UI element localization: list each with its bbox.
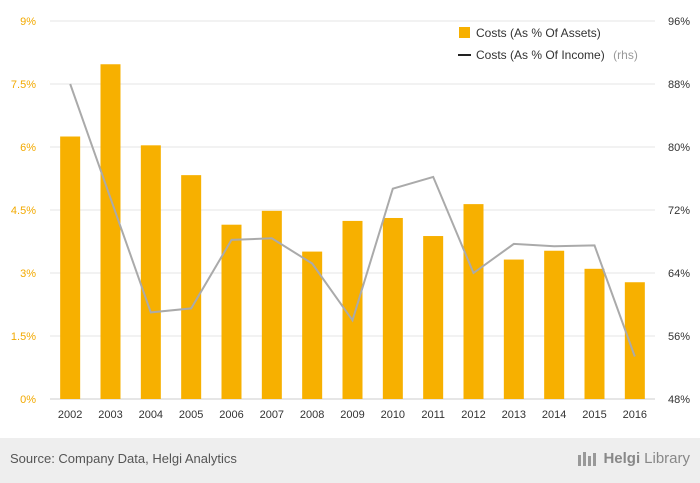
bar-2011: [423, 236, 444, 399]
y-right-tick-label: 56%: [668, 331, 690, 343]
x-tick-label: 2008: [300, 409, 324, 421]
x-tick-label: 2004: [139, 409, 163, 421]
y-left-tick-label: 6%: [20, 142, 36, 154]
legend-line-text: Costs (As % Of Income) (rhs): [476, 46, 638, 63]
bar-2002: [60, 136, 81, 399]
legend-bar-swatch: [459, 27, 470, 38]
y-left-tick-label: 0%: [20, 394, 36, 406]
y-right-tick-label: 96%: [668, 16, 690, 28]
bar-2004: [140, 145, 161, 399]
bar-2003: [100, 64, 121, 399]
x-tick-label: 2016: [623, 409, 647, 421]
x-tick-label: 2005: [179, 409, 203, 421]
x-tick-label: 2013: [502, 409, 526, 421]
x-tick-label: 2011: [421, 409, 445, 421]
y-axis-left: 0% 1.5% 3% 4.5% 6% 7.5% 9%: [11, 16, 36, 406]
bar-2007: [261, 210, 282, 399]
brand-logo: Helgi Library: [577, 449, 690, 467]
x-tick-label: 2006: [219, 409, 243, 421]
source-note: Source: Company Data, Helgi Analytics: [10, 451, 237, 466]
x-tick-label: 2010: [381, 409, 405, 421]
x-tick-label: 2003: [98, 409, 122, 421]
bar-2006: [221, 224, 242, 399]
x-tick-label: 2002: [58, 409, 82, 421]
legend-bar-label: Costs (As % Of Assets): [476, 26, 601, 40]
y-left-tick-label: 1.5%: [11, 331, 36, 343]
bar-2012: [463, 204, 484, 399]
bar-2005: [181, 175, 202, 399]
bar-2016: [624, 282, 645, 399]
x-tick-label: 2015: [582, 409, 606, 421]
y-right-tick-label: 48%: [668, 394, 690, 406]
y-left-tick-label: 4.5%: [11, 205, 36, 217]
x-tick-label: 2009: [340, 409, 364, 421]
bar-2009: [342, 220, 363, 399]
bar-2008: [302, 251, 323, 399]
bar-series: [60, 64, 645, 399]
bar-2015: [584, 268, 605, 399]
bar-2013: [503, 259, 524, 399]
y-left-tick-label: 3%: [20, 268, 36, 280]
x-tick-label: 2007: [260, 409, 284, 421]
y-left-tick-label: 7.5%: [11, 79, 36, 91]
y-axis-right: 48% 56% 64% 72% 80% 88% 96%: [668, 16, 690, 406]
brand-name-part2: Library: [644, 449, 690, 467]
footer: Source: Company Data, Helgi Analytics He…: [0, 438, 700, 483]
y-right-tick-label: 72%: [668, 205, 690, 217]
bar-2014: [544, 250, 565, 399]
y-left-tick-label: 9%: [20, 16, 36, 28]
y-right-tick-label: 64%: [668, 268, 690, 280]
x-tick-label: 2012: [461, 409, 485, 421]
x-tick-label: 2014: [542, 409, 566, 421]
legend-rhs-suffix: (rhs): [613, 48, 638, 62]
y-right-tick-label: 80%: [668, 142, 690, 154]
legend: Costs (As % Of Assets) Costs (As % Of In…: [458, 26, 638, 63]
x-axis: 2002 2003 2004 2005 2006 2007 2008 2009 2010 2011…: [58, 409, 647, 421]
legend-line-label: Costs (As % Of Income): [476, 48, 605, 62]
y-right-tick-label: 88%: [668, 79, 690, 91]
line-series: [69, 83, 636, 357]
library-icon: [578, 452, 597, 466]
brand-name-part1: Helgi: [603, 449, 641, 467]
bar-2010: [382, 217, 403, 399]
chart-area: 0% 1.5% 3% 4.5% 6% 7.5% 9% 48% 56% 64% 72% 80% 88% 9…: [11, 16, 690, 421]
